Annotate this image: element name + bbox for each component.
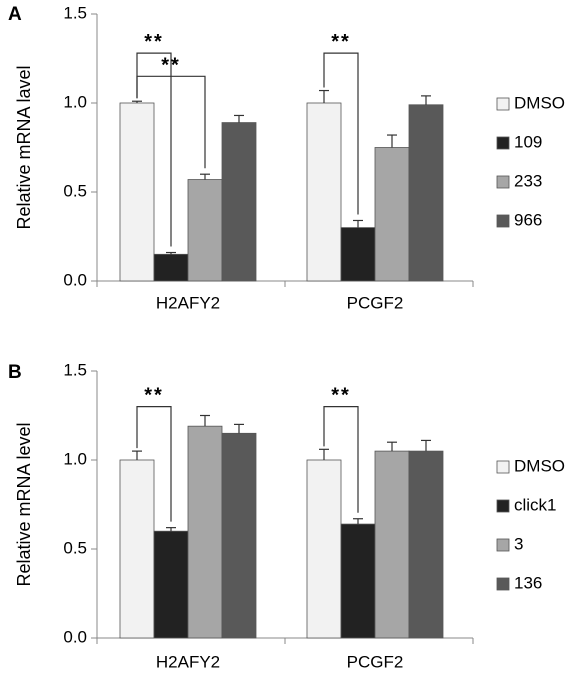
- legend-label: DMSO: [514, 93, 565, 112]
- y-tick-label: 0.5: [63, 181, 87, 200]
- legend-swatch: [496, 214, 510, 228]
- y-tick-label: 0.0: [63, 270, 87, 289]
- legend-label: 109: [514, 132, 542, 151]
- legend-swatch: [496, 97, 510, 111]
- bar: [221, 432, 257, 639]
- significance-bracket: [323, 406, 359, 513]
- bar: [187, 179, 223, 282]
- legend-label: 233: [514, 171, 542, 190]
- significance-bracket: [323, 52, 359, 215]
- bar: [119, 459, 155, 639]
- significance-bracket: [136, 52, 172, 247]
- legend-swatch: [496, 577, 510, 591]
- y-tick-label: 1.0: [63, 92, 87, 111]
- category-label: H2AFY2: [156, 652, 220, 671]
- category-label: PCGF2: [347, 293, 404, 312]
- significance-label: **: [144, 385, 164, 407]
- bar: [306, 102, 342, 282]
- legend-swatch: [496, 136, 510, 150]
- y-tick-label: 0.5: [63, 538, 87, 557]
- bar: [306, 459, 342, 639]
- bar: [153, 530, 189, 639]
- bar: [119, 102, 155, 282]
- legend-swatch: [496, 460, 510, 474]
- significance-label: **: [144, 31, 164, 53]
- bar: [187, 425, 223, 639]
- legend-swatch: [496, 175, 510, 189]
- y-tick-label: 1.0: [63, 449, 87, 468]
- panel-letter: A: [8, 4, 22, 25]
- legend-label: DMSO: [514, 456, 565, 475]
- y-axis-label: Relative mRNA level: [14, 422, 34, 586]
- chart-panel-b: B Relative mRNA level 0.0 0.5 1.0 1.5 H2AFY2 PC…: [8, 360, 565, 671]
- bar: [374, 450, 410, 639]
- bar: [374, 147, 410, 282]
- legend-label: click1: [514, 495, 557, 514]
- significance-bracket: [136, 75, 206, 169]
- chart-panel-a: A Relative mRNA lavel 0.0 0.5 1.0 1.5 H2AFY2 PC…: [8, 3, 565, 312]
- bar: [408, 450, 444, 639]
- bar: [340, 523, 376, 639]
- panel-letter: B: [8, 362, 22, 383]
- y-tick-label: 0.0: [63, 627, 87, 646]
- legend-label: 966: [514, 210, 542, 229]
- legend-swatch: [496, 499, 510, 513]
- y-tick-label: 1.5: [63, 3, 87, 22]
- category-label: PCGF2: [347, 652, 404, 671]
- significance-bracket: [136, 406, 172, 522]
- category-label: H2AFY2: [156, 293, 220, 312]
- significance-label: **: [331, 385, 351, 407]
- bar: [408, 104, 444, 282]
- significance-label: **: [161, 54, 181, 76]
- legend-label: 3: [514, 534, 523, 553]
- bar: [340, 227, 376, 282]
- significance-label: **: [331, 31, 351, 53]
- legend-label: 136: [514, 573, 542, 592]
- y-axis-label: Relative mRNA lavel: [14, 65, 34, 229]
- bar: [153, 253, 189, 282]
- bar: [221, 122, 257, 282]
- y-tick-label: 1.5: [63, 360, 87, 379]
- legend-swatch: [496, 538, 510, 552]
